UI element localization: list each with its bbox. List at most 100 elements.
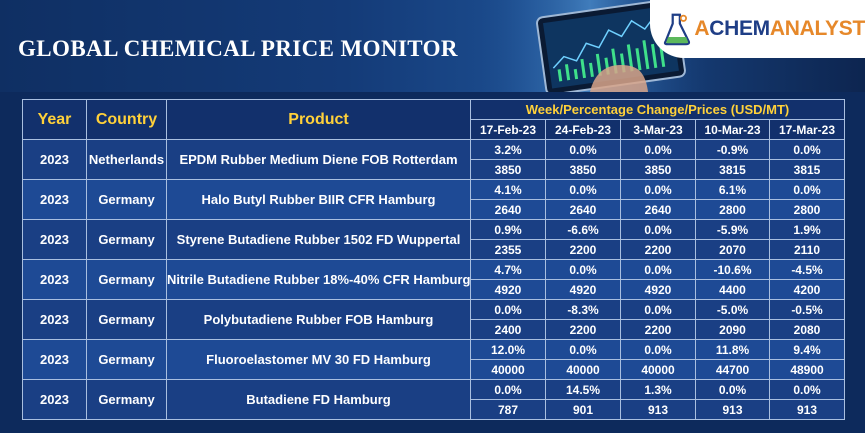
table-row: 2400 2200 2200 2090 2080	[22, 319, 845, 340]
change-cell: -10.6%	[695, 259, 770, 280]
change-cell: 0.0%	[545, 179, 621, 200]
price-cell: 3815	[769, 159, 845, 180]
change-cell: -5.9%	[695, 219, 770, 240]
price-cell: 2355	[470, 239, 546, 260]
change-cell: 0.0%	[769, 379, 845, 400]
change-cell: -4.5%	[769, 259, 845, 280]
price-cell: 2640	[470, 199, 546, 220]
product-cell: Styrene Butadiene Rubber 1502 FD Wuppert…	[166, 219, 471, 260]
price-table: Year Country Product Week/Percentage Cha…	[22, 99, 845, 420]
price-cell: 3850	[620, 159, 696, 180]
price-cell: 901	[545, 399, 621, 420]
date-header: 3-Mar-23	[620, 119, 696, 140]
table-body: 2023 Netherlands EPDM Rubber Medium Diene …	[22, 139, 845, 420]
country-cell: Germany	[86, 179, 167, 220]
change-cell: 0.0%	[620, 179, 696, 200]
change-cell: 0.0%	[470, 299, 546, 320]
year-cell: 2023	[22, 299, 87, 340]
change-cell: 14.5%	[545, 379, 621, 400]
column-header-product: Product	[166, 99, 471, 140]
change-cell: 4.7%	[470, 259, 546, 280]
price-table-container: Year Country Product Week/Percentage Cha…	[22, 99, 845, 431]
change-cell: 0.0%	[620, 219, 696, 240]
price-cell: 3815	[695, 159, 770, 180]
price-cell: 913	[769, 399, 845, 420]
price-cell: 787	[470, 399, 546, 420]
date-header: 17-Feb-23	[470, 119, 546, 140]
price-cell: 4920	[620, 279, 696, 300]
price-cell: 48900	[769, 359, 845, 380]
date-header: 17-Mar-23	[769, 119, 845, 140]
table-row: 2023 Germany Nitrile Butadiene Rubber 18%-…	[22, 259, 845, 300]
change-cell: 0.0%	[545, 339, 621, 360]
price-cell: 913	[695, 399, 770, 420]
product-cell: Nitrile Butadiene Rubber 18%-40% CFR Ham…	[166, 259, 471, 300]
price-cell: 4920	[470, 279, 546, 300]
change-cell: 12.0%	[470, 339, 546, 360]
change-cell: 0.0%	[695, 379, 770, 400]
product-cell: EPDM Rubber Medium Diene FOB Rotterdam	[166, 139, 471, 180]
price-cell: 44700	[695, 359, 770, 380]
change-cell: -0.5%	[769, 299, 845, 320]
price-cell: 2080	[769, 319, 845, 340]
date-header: 10-Mar-23	[695, 119, 770, 140]
change-cell: 0.0%	[470, 379, 546, 400]
price-cell: 2800	[769, 199, 845, 220]
change-cell: -5.0%	[695, 299, 770, 320]
change-cell: 1.3%	[620, 379, 696, 400]
price-cell: 3850	[545, 159, 621, 180]
country-cell: Germany	[86, 379, 167, 420]
change-cell: -6.6%	[545, 219, 621, 240]
change-cell: 0.0%	[620, 339, 696, 360]
change-cell: 1.9%	[769, 219, 845, 240]
country-cell: Netherlands	[86, 139, 167, 180]
change-cell: 0.0%	[545, 259, 621, 280]
price-cell: 40000	[545, 359, 621, 380]
year-cell: 2023	[22, 259, 87, 300]
price-cell: 2640	[545, 199, 621, 220]
price-cell: 2110	[769, 239, 845, 260]
product-cell: Fluoroelastomer MV 30 FD Hamburg	[166, 339, 471, 380]
change-cell: 0.0%	[620, 259, 696, 280]
change-cell: 0.0%	[769, 179, 845, 200]
price-cell: 2200	[620, 319, 696, 340]
logo-wordmark: ACHEMANALYST	[694, 17, 865, 40]
price-cell: 3850	[470, 159, 546, 180]
date-header: 24-Feb-23	[545, 119, 621, 140]
year-cell: 2023	[22, 379, 87, 420]
price-cell: 913	[620, 399, 696, 420]
price-cell: 2200	[620, 239, 696, 260]
page-title: GLOBAL CHEMICAL PRICE MONITOR	[18, 36, 458, 61]
change-cell: 0.9%	[470, 219, 546, 240]
change-cell: 0.0%	[620, 299, 696, 320]
product-cell: Halo Butyl Rubber BIIR CFR Hamburg	[166, 179, 471, 220]
change-cell: 3.2%	[470, 139, 546, 160]
country-cell: Germany	[86, 259, 167, 300]
change-cell: 11.8%	[695, 339, 770, 360]
year-cell: 2023	[22, 219, 87, 260]
header-banner: GLOBAL CHEMICAL PRICE MONITOR ACHEMANALY…	[0, 0, 865, 92]
country-cell: Germany	[86, 299, 167, 340]
country-cell: Germany	[86, 219, 167, 260]
price-cell: 2800	[695, 199, 770, 220]
table-row: 2023 Germany Butadiene FD Hamburg 0.0% 14.5%…	[22, 379, 845, 420]
column-header-country: Country	[86, 99, 167, 140]
product-cell: Polybutadiene Rubber FOB Hamburg	[166, 299, 471, 340]
column-header-year: Year	[22, 99, 87, 140]
change-cell: 0.0%	[769, 139, 845, 160]
change-cell: 6.1%	[695, 179, 770, 200]
price-cell: 40000	[620, 359, 696, 380]
price-cell: 4920	[545, 279, 621, 300]
change-cell: -0.9%	[695, 139, 770, 160]
price-cell: 2640	[620, 199, 696, 220]
chemanalyst-logo: ACHEMANALYST	[650, 0, 865, 58]
table-row: 2023 Netherlands EPDM Rubber Medium Diene …	[22, 139, 845, 180]
year-cell: 2023	[22, 139, 87, 180]
table-row: 2023 Germany Fluoroelastomer MV 30 FD Hamb…	[22, 339, 845, 380]
change-cell: 0.0%	[545, 139, 621, 160]
change-cell: -8.3%	[545, 299, 621, 320]
price-cell: 4200	[769, 279, 845, 300]
change-cell: 9.4%	[769, 339, 845, 360]
table-row: 2023 Germany Styrene Butadiene Rubber 1502…	[22, 219, 845, 260]
price-cell: 4400	[695, 279, 770, 300]
